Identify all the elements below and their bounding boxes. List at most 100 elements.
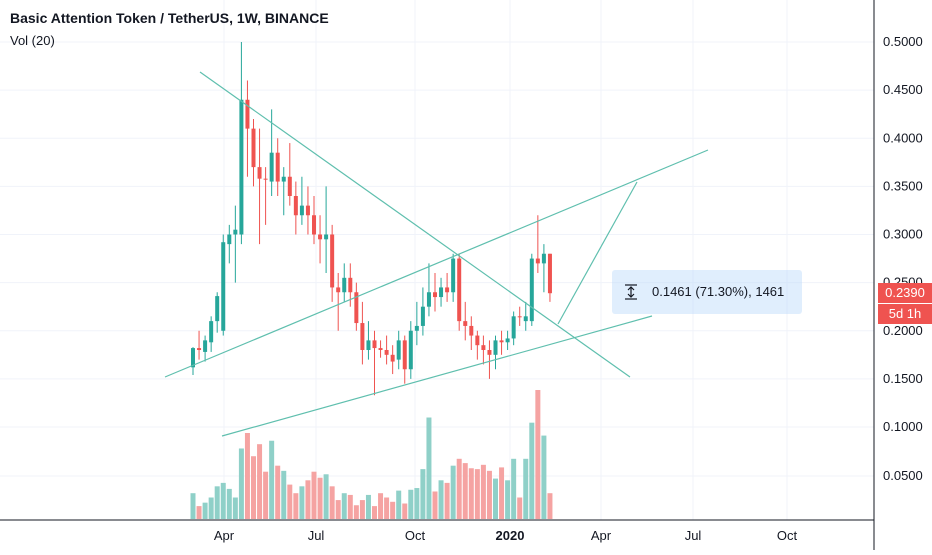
volume-bar: [486, 470, 492, 519]
price-tick-label: 0.3000: [883, 227, 923, 242]
volume-bar: [468, 468, 474, 519]
trendline: [164, 149, 709, 378]
volume-bar: [523, 458, 529, 519]
candle-body: [487, 350, 492, 355]
candle-body: [493, 340, 498, 355]
volume-bar: [317, 477, 323, 519]
volume-bar: [269, 440, 275, 519]
price-tick-label: 0.1500: [883, 371, 923, 386]
candle-body: [342, 277, 347, 293]
volume-bar: [444, 482, 450, 519]
candle-body: [535, 258, 540, 264]
candle-body: [318, 234, 323, 240]
time-tick-label: Oct: [777, 528, 798, 543]
candle-body: [330, 234, 335, 288]
time-tick-label: Apr: [214, 528, 235, 543]
volume-bar: [402, 503, 408, 519]
candle-layer: [191, 42, 552, 396]
grid-layer: [0, 0, 874, 520]
volume-bar: [414, 488, 420, 519]
candle-body: [305, 205, 310, 216]
volume-bar: [299, 486, 305, 519]
candle-body: [451, 258, 456, 293]
volume-bar: [196, 506, 202, 519]
volume-bar: [347, 494, 353, 519]
volume-bar: [244, 433, 250, 519]
volume-tick-label: 0.0500: [883, 468, 923, 483]
candle-body: [360, 323, 365, 350]
candle-body: [293, 196, 298, 216]
candle-body: [221, 242, 226, 331]
volume-bar: [226, 488, 232, 519]
volume-bar: [323, 474, 329, 519]
candle-body: [191, 348, 195, 368]
candle-body: [547, 253, 552, 294]
volume-bar: [281, 470, 287, 519]
volume-bar: [305, 480, 311, 519]
countdown-tag: 5d 1h: [878, 304, 932, 324]
price-range-measure-box[interactable]: 0.1461 (71.30%), 1461: [612, 270, 802, 314]
candle-body: [469, 325, 474, 336]
candle-body: [439, 287, 444, 298]
volume-bar: [202, 502, 208, 519]
candle-body: [517, 316, 522, 318]
volume-bar: [432, 491, 438, 519]
volume-bar: [384, 497, 390, 519]
candle-body: [475, 335, 480, 346]
candle-body: [354, 292, 359, 324]
volume-bar: [341, 493, 347, 519]
candle-body: [251, 128, 256, 168]
trendline: [199, 71, 631, 378]
candle-body: [233, 229, 238, 235]
candle-body: [275, 152, 280, 182]
chart-title: Basic Attention Token / TetherUS, 1W, BI…: [10, 10, 329, 26]
candle-body: [445, 287, 450, 293]
time-tick-label: Jul: [308, 528, 325, 543]
volume-bar: [535, 390, 541, 519]
candle-body: [481, 345, 486, 350]
candle-body: [348, 277, 353, 293]
volume-bar: [263, 471, 269, 519]
candle-body: [203, 340, 208, 352]
volume-bar: [462, 463, 468, 519]
candle-body: [541, 253, 546, 264]
volume-layer: [190, 390, 553, 519]
candle-body: [505, 338, 510, 343]
volume-bar: [220, 482, 226, 519]
candle-body: [402, 340, 407, 370]
candle-body: [372, 340, 377, 349]
volume-bar: [493, 478, 498, 519]
volume-bar: [208, 497, 214, 519]
volume-bar: [499, 467, 505, 519]
volume-bar: [547, 493, 553, 519]
time-tick-label: 2020: [496, 528, 525, 543]
candle-body: [390, 354, 395, 362]
candle-body: [426, 292, 431, 307]
measure-readout: 0.1461 (71.30%), 1461: [652, 284, 785, 299]
volume-bar: [529, 422, 535, 519]
price-tick-label: 0.5000: [883, 34, 923, 49]
candle-body: [197, 348, 202, 350]
volume-bar: [311, 471, 317, 519]
price-tick-label: 0.3500: [883, 178, 923, 193]
last-price-tag: 0.2390: [878, 283, 932, 303]
candle-body: [227, 234, 232, 245]
candle-body: [529, 258, 534, 322]
volume-indicator-label[interactable]: Vol (20): [10, 33, 55, 48]
candle-body: [257, 167, 262, 179]
candle-body: [269, 152, 274, 182]
measure-arrows-icon: [625, 284, 637, 300]
volume-bar: [480, 464, 486, 519]
volume-bar: [426, 417, 432, 519]
candle-body: [408, 330, 413, 370]
candle-body: [384, 350, 389, 355]
candle-body: [263, 178, 268, 180]
volume-bar: [541, 435, 547, 519]
candle-body: [336, 287, 341, 293]
candle-body: [245, 99, 250, 129]
volume-bar: [365, 494, 371, 519]
time-tick-label: Apr: [591, 528, 612, 543]
